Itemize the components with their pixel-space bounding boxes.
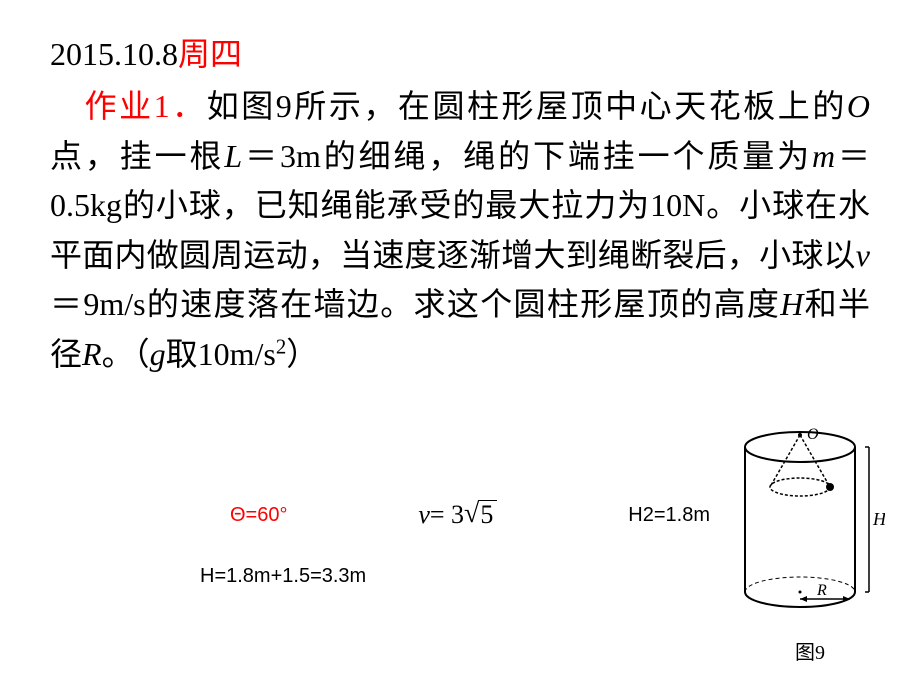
figure-H-label: H <box>872 509 885 529</box>
figure-caption: 图9 <box>735 636 885 665</box>
annotation-row-2: H=1.8m+1.5=3.3m <box>200 565 366 588</box>
figure-O-label: O <box>807 427 819 443</box>
figure-R-label: R <box>816 582 827 599</box>
theta-annotation: Θ=60° <box>230 504 287 527</box>
date-weekday: 周四 <box>178 36 242 72</box>
problem-label: 作业1． <box>82 88 207 124</box>
problem-text: 作业1．如图9所示，在圆柱形屋顶中心天花板上的O点，挂一根L＝3m的细绳，绳的下… <box>50 82 870 380</box>
velocity-formula: v = 3√5 <box>418 500 497 530</box>
cylinder-svg: O H R <box>735 427 885 627</box>
annotation-row-1: Θ=60° v = 3√5 H2=1.8m <box>230 500 710 530</box>
h2-annotation: H2=1.8m <box>628 504 710 527</box>
cylinder-figure: O H R 图9 <box>735 427 885 665</box>
date-number: 2015.10.8 <box>50 36 178 72</box>
sqrt-icon: √5 <box>464 500 497 530</box>
date-line: 2015.10.8周四 <box>50 30 870 78</box>
